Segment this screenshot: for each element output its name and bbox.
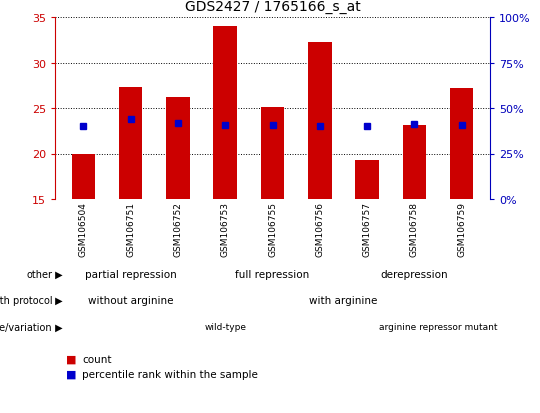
Bar [261,108,285,199]
Text: growth protocol: growth protocol [0,295,52,305]
Text: GSM106752: GSM106752 [173,202,183,256]
Bar [402,126,426,199]
Text: ▶: ▶ [52,295,63,305]
Title: GDS2427 / 1765166_s_at: GDS2427 / 1765166_s_at [185,0,360,14]
Text: with arginine: with arginine [309,295,377,305]
Text: without arginine: without arginine [88,295,173,305]
Bar [213,27,237,199]
Bar [355,161,379,199]
Text: wild-type: wild-type [204,323,246,332]
Bar [450,89,474,199]
Text: other: other [26,269,52,279]
Text: GSM106757: GSM106757 [362,202,372,256]
Text: count: count [82,354,111,364]
Bar [166,98,190,199]
Bar [119,88,143,199]
Text: ▶: ▶ [52,322,63,332]
Text: GSM106753: GSM106753 [221,202,230,256]
Text: partial repression: partial repression [85,269,177,279]
Text: GSM106504: GSM106504 [79,202,88,256]
Text: ■: ■ [66,369,76,379]
Text: derepression: derepression [381,269,448,279]
Text: GSM106759: GSM106759 [457,202,466,256]
Text: GSM106758: GSM106758 [410,202,419,256]
Text: genotype/variation: genotype/variation [0,322,52,332]
Text: GSM106756: GSM106756 [315,202,325,256]
Text: ▶: ▶ [52,269,63,279]
Text: full repression: full repression [235,269,309,279]
Text: ■: ■ [66,354,76,364]
Text: GSM106751: GSM106751 [126,202,135,256]
Text: percentile rank within the sample: percentile rank within the sample [82,369,258,379]
Bar [308,43,332,199]
Text: arginine repressor mutant: arginine repressor mutant [379,323,497,332]
Bar [71,154,95,199]
Text: GSM106755: GSM106755 [268,202,277,256]
